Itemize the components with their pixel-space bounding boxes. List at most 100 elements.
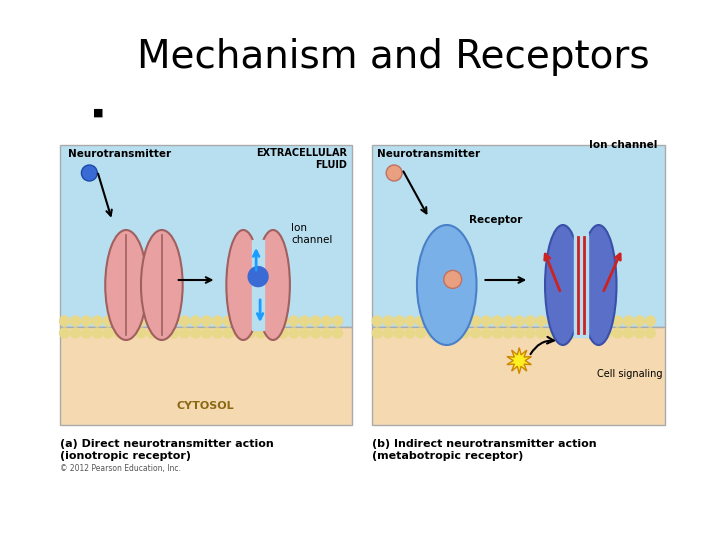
Circle shape bbox=[256, 328, 266, 338]
Circle shape bbox=[246, 316, 255, 326]
Circle shape bbox=[613, 316, 623, 326]
Circle shape bbox=[223, 316, 233, 326]
Circle shape bbox=[427, 316, 437, 326]
Circle shape bbox=[438, 316, 448, 326]
Circle shape bbox=[248, 267, 268, 287]
Circle shape bbox=[602, 316, 611, 326]
Ellipse shape bbox=[226, 230, 260, 340]
Bar bbox=[372, 327, 665, 425]
Circle shape bbox=[81, 328, 91, 338]
Circle shape bbox=[482, 328, 492, 338]
Circle shape bbox=[503, 328, 513, 338]
Bar bbox=[60, 327, 352, 425]
Circle shape bbox=[289, 328, 299, 338]
Circle shape bbox=[645, 316, 655, 326]
Circle shape bbox=[103, 328, 113, 338]
Circle shape bbox=[558, 316, 568, 326]
Circle shape bbox=[492, 316, 503, 326]
Bar bbox=[372, 145, 665, 327]
Circle shape bbox=[405, 316, 415, 326]
Circle shape bbox=[202, 328, 212, 338]
Text: (a) Direct neurotransmitter action: (a) Direct neurotransmitter action bbox=[60, 439, 274, 449]
Circle shape bbox=[71, 328, 81, 338]
Circle shape bbox=[558, 328, 568, 338]
Circle shape bbox=[322, 316, 332, 326]
Circle shape bbox=[386, 165, 402, 181]
Text: EXTRACELLULAR
FLUID: EXTRACELLULAR FLUID bbox=[256, 148, 348, 170]
Circle shape bbox=[114, 316, 124, 326]
Circle shape bbox=[92, 316, 102, 326]
Text: ■: ■ bbox=[93, 108, 104, 118]
Ellipse shape bbox=[545, 225, 581, 345]
Circle shape bbox=[471, 328, 480, 338]
Circle shape bbox=[71, 316, 81, 326]
Text: Cell signaling: Cell signaling bbox=[597, 369, 662, 380]
Circle shape bbox=[471, 316, 480, 326]
Circle shape bbox=[256, 316, 266, 326]
Circle shape bbox=[459, 316, 469, 326]
Text: Receptor: Receptor bbox=[469, 215, 522, 225]
Circle shape bbox=[372, 328, 382, 338]
Circle shape bbox=[147, 316, 157, 326]
Circle shape bbox=[569, 316, 579, 326]
Circle shape bbox=[438, 328, 448, 338]
Circle shape bbox=[125, 328, 135, 338]
Circle shape bbox=[624, 316, 634, 326]
Circle shape bbox=[158, 328, 168, 338]
Ellipse shape bbox=[256, 230, 290, 340]
Circle shape bbox=[322, 328, 332, 338]
FancyArrowPatch shape bbox=[531, 337, 554, 354]
Circle shape bbox=[444, 271, 462, 288]
Text: Neurotransmitter: Neurotransmitter bbox=[68, 149, 171, 159]
Circle shape bbox=[394, 328, 404, 338]
Ellipse shape bbox=[581, 225, 616, 345]
Bar bbox=[252, 240, 264, 330]
Circle shape bbox=[168, 328, 179, 338]
Circle shape bbox=[168, 316, 179, 326]
Circle shape bbox=[234, 316, 244, 326]
Bar bbox=[574, 233, 588, 337]
Circle shape bbox=[278, 316, 288, 326]
Circle shape bbox=[103, 316, 113, 326]
Circle shape bbox=[416, 328, 426, 338]
Text: Mechanism and Receptors: Mechanism and Receptors bbox=[137, 38, 649, 76]
Circle shape bbox=[482, 316, 492, 326]
Text: CYTOSOL: CYTOSOL bbox=[176, 401, 234, 411]
Circle shape bbox=[333, 328, 343, 338]
Circle shape bbox=[212, 316, 222, 326]
Ellipse shape bbox=[417, 225, 477, 345]
Circle shape bbox=[602, 328, 611, 338]
Circle shape bbox=[158, 316, 168, 326]
Circle shape bbox=[125, 316, 135, 326]
Circle shape bbox=[547, 328, 557, 338]
Circle shape bbox=[427, 328, 437, 338]
Circle shape bbox=[645, 328, 655, 338]
Circle shape bbox=[613, 328, 623, 338]
Circle shape bbox=[634, 328, 644, 338]
Circle shape bbox=[300, 328, 310, 338]
Circle shape bbox=[590, 316, 600, 326]
Circle shape bbox=[191, 316, 201, 326]
Text: Ion channel: Ion channel bbox=[589, 140, 657, 150]
Circle shape bbox=[223, 328, 233, 338]
Circle shape bbox=[547, 316, 557, 326]
Circle shape bbox=[234, 328, 244, 338]
Circle shape bbox=[81, 165, 97, 181]
Circle shape bbox=[267, 316, 277, 326]
Text: (ionotropic receptor): (ionotropic receptor) bbox=[60, 451, 191, 461]
Circle shape bbox=[191, 328, 201, 338]
Circle shape bbox=[569, 328, 579, 338]
Circle shape bbox=[60, 316, 70, 326]
Circle shape bbox=[449, 316, 459, 326]
Circle shape bbox=[514, 328, 524, 338]
Circle shape bbox=[180, 328, 189, 338]
Circle shape bbox=[383, 316, 393, 326]
Circle shape bbox=[525, 316, 535, 326]
Circle shape bbox=[278, 328, 288, 338]
Text: Ion
channel: Ion channel bbox=[291, 224, 332, 245]
Circle shape bbox=[580, 328, 590, 338]
Circle shape bbox=[492, 328, 503, 338]
Circle shape bbox=[416, 316, 426, 326]
Circle shape bbox=[536, 316, 546, 326]
Circle shape bbox=[136, 328, 146, 338]
